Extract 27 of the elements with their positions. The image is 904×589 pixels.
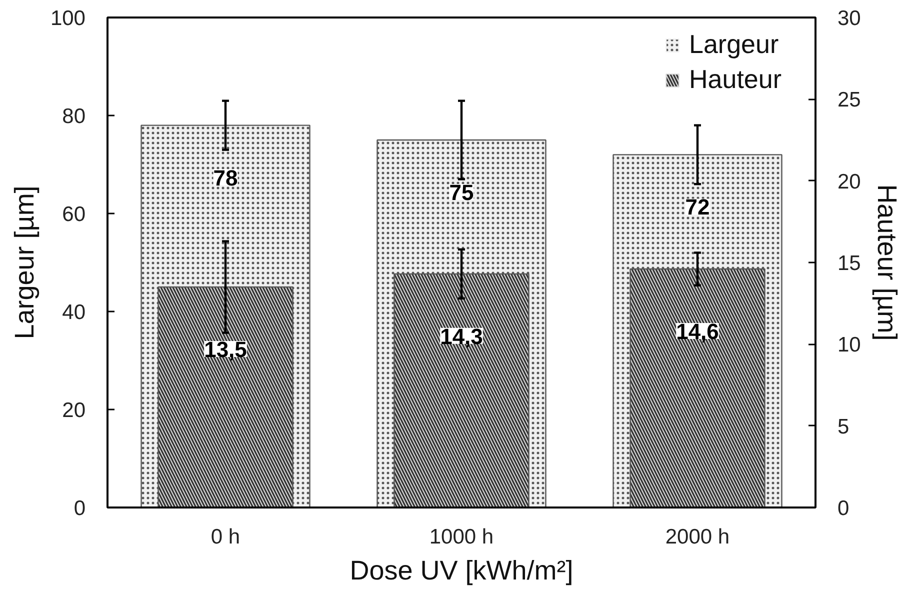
data-label: 75: [449, 180, 474, 205]
y-tick-label: 20: [62, 399, 86, 422]
data-label: 78: [213, 165, 238, 190]
y-tick-label: 40: [62, 301, 86, 324]
y2-tick-label: 30: [838, 7, 861, 30]
y-tick-label: 0: [74, 497, 86, 520]
legend-label: Hauteur: [689, 64, 782, 95]
y2-tick-label: 15: [838, 252, 861, 275]
data-label: 14,3: [440, 324, 483, 349]
y-tick-label: 60: [62, 203, 86, 226]
x-tick-label: 1000 h: [429, 526, 494, 548]
y-tick-label: 100: [50, 7, 86, 30]
y2-axis-title: Hauteur [µm]: [872, 184, 902, 341]
y2-tick-label: 20: [838, 170, 861, 194]
y2-tick-label: 5: [838, 415, 850, 438]
data-label: 14,6: [676, 319, 719, 344]
data-label: 13,5: [204, 337, 247, 362]
y-tick-label: 80: [62, 105, 86, 128]
x-tick-label: 2000 h: [665, 526, 730, 548]
legend-label: Largeur: [689, 29, 780, 60]
y2-tick-label: 25: [838, 88, 861, 112]
data-label: 72: [685, 194, 710, 220]
y2-tick-label: 10: [838, 334, 861, 357]
y-axis-title: Largeur [µm]: [9, 186, 40, 340]
x-tick-label: 0 h: [210, 526, 240, 548]
y2-tick-label: 0: [838, 497, 850, 520]
x-axis-title: Dose UV [kWh/m²]: [350, 556, 574, 586]
